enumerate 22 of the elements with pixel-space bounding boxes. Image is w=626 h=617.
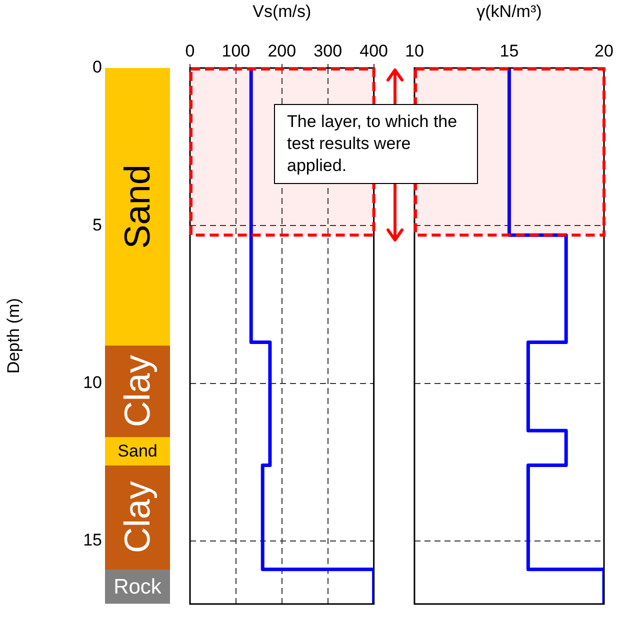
y-tick-label: 15: [83, 530, 102, 550]
series-label: Sand: [116, 164, 158, 249]
series-label: Rock: [114, 575, 162, 598]
series-label: Sand: [118, 442, 158, 461]
y-tick-label: 5: [92, 215, 102, 234]
series-label: Clay: [116, 355, 158, 428]
x-axis-title: Vs(m/s): [252, 2, 312, 21]
y-tick-label: 10: [83, 372, 102, 392]
annotation: The layer, to which the test results were applied.: [274, 104, 478, 184]
x-axis-title: γ(kN/m³): [476, 2, 542, 21]
x-tick-label: 0: [185, 41, 195, 60]
x-tick-label: 100: [222, 41, 250, 60]
bar: [105, 68, 170, 346]
x-tick-label: 300: [314, 41, 342, 60]
x-tick-label: 400: [360, 41, 388, 60]
x-tick-label: 200: [268, 41, 296, 60]
x-tick-label: 20: [594, 41, 614, 60]
x-tick-label: 10: [404, 41, 424, 60]
y-axis-title: Depth (m): [4, 298, 23, 374]
x-tick-label: 15: [500, 41, 519, 60]
y-tick-label: 0: [92, 58, 102, 77]
series-label: Clay: [116, 481, 158, 554]
